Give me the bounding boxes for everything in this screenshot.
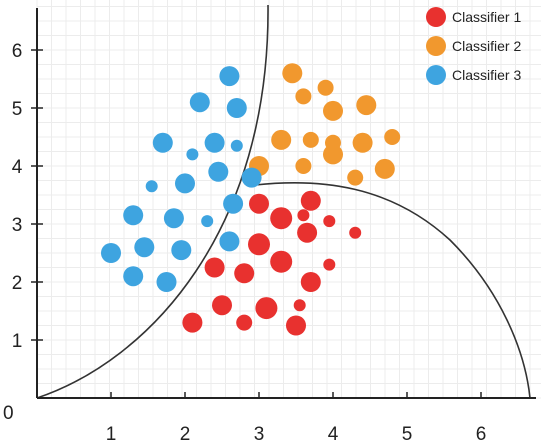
point-classifier-1 <box>249 193 269 214</box>
y-tick-label: 3 <box>12 215 23 236</box>
point-classifier-1 <box>293 299 306 312</box>
x-tick-label: 3 <box>254 424 265 445</box>
point-classifier-1 <box>234 263 255 284</box>
legend-label-classifier-1: Classifier 1 <box>452 9 521 25</box>
point-classifier-2 <box>356 95 377 116</box>
point-classifier-1 <box>270 250 293 273</box>
point-classifier-1 <box>300 190 321 211</box>
origin-label: 0 <box>3 403 14 424</box>
point-classifier-2 <box>323 100 343 121</box>
boundary-curve-right <box>254 181 531 399</box>
y-tick-label: 1 <box>12 331 23 352</box>
point-classifier-3 <box>123 205 144 226</box>
point-classifier-3 <box>189 92 210 113</box>
point-classifier-2 <box>271 129 292 150</box>
point-classifier-1 <box>212 295 232 316</box>
point-classifier-3 <box>208 161 229 182</box>
point-classifier-1 <box>236 314 253 331</box>
y-tick-label: 5 <box>12 99 23 120</box>
legend-marker-classifier-3 <box>426 65 446 85</box>
legend-label-classifier-2: Classifier 2 <box>452 38 521 54</box>
decision-boundaries <box>36 4 531 399</box>
y-axis-ticks: 1 2 3 4 5 6 <box>12 41 43 352</box>
point-classifier-2 <box>302 131 319 148</box>
point-classifier-3 <box>123 266 144 287</box>
point-classifier-1 <box>270 207 293 230</box>
legend-label-classifier-3: Classifier 3 <box>452 67 521 83</box>
point-classifier-2 <box>374 158 395 179</box>
point-classifier-2 <box>352 132 373 153</box>
point-classifier-3 <box>101 243 121 263</box>
point-classifier-2 <box>282 63 303 84</box>
point-classifier-3 <box>145 180 158 193</box>
point-classifier-1 <box>248 233 270 256</box>
point-classifier-2 <box>295 88 312 105</box>
x-tick-label: 6 <box>476 424 487 445</box>
point-classifier-3 <box>201 215 214 228</box>
legend: Classifier 1 Classifier 2 Classifier 3 <box>426 7 521 85</box>
point-classifier-2 <box>347 169 364 186</box>
point-classifier-1 <box>300 272 321 292</box>
point-classifier-2 <box>323 144 343 165</box>
x-tick-label: 2 <box>180 424 191 445</box>
point-classifier-3 <box>163 208 184 229</box>
axes <box>36 8 536 399</box>
point-classifier-3 <box>186 148 199 161</box>
x-tick-label: 4 <box>328 424 339 445</box>
point-classifier-3 <box>204 132 225 153</box>
point-classifier-3 <box>156 272 177 292</box>
boundary-curve-left <box>36 4 269 399</box>
point-classifier-1 <box>297 222 318 243</box>
y-tick-label: 2 <box>12 273 23 294</box>
x-axis-ticks: 1 2 3 4 5 6 <box>106 392 487 445</box>
point-classifier-1 <box>323 215 336 228</box>
point-classifier-3 <box>226 98 247 118</box>
point-classifier-3 <box>171 240 192 261</box>
point-classifier-2 <box>295 158 312 174</box>
data-points <box>101 63 401 336</box>
point-classifier-3 <box>223 193 244 214</box>
point-classifier-1 <box>286 315 306 336</box>
point-classifier-2 <box>317 79 334 96</box>
point-classifier-3 <box>219 231 240 252</box>
point-classifier-1 <box>297 209 310 222</box>
point-classifier-3 <box>219 66 240 87</box>
grid <box>36 0 541 399</box>
y-tick-label: 4 <box>12 157 23 178</box>
x-tick-label: 1 <box>106 424 117 445</box>
point-classifier-1 <box>204 257 225 278</box>
point-classifier-3 <box>175 173 195 194</box>
point-classifier-1 <box>255 297 278 320</box>
point-classifier-1 <box>182 312 203 333</box>
point-classifier-1 <box>349 226 362 239</box>
y-tick-label: 6 <box>12 41 23 62</box>
point-classifier-3 <box>241 167 262 188</box>
point-classifier-3 <box>152 132 173 153</box>
point-classifier-2 <box>384 129 401 145</box>
point-classifier-1 <box>323 258 336 271</box>
legend-marker-classifier-2 <box>426 36 446 56</box>
point-classifier-3 <box>134 237 155 258</box>
legend-marker-classifier-1 <box>426 7 446 27</box>
point-classifier-3 <box>230 139 243 152</box>
x-tick-label: 5 <box>402 424 413 445</box>
